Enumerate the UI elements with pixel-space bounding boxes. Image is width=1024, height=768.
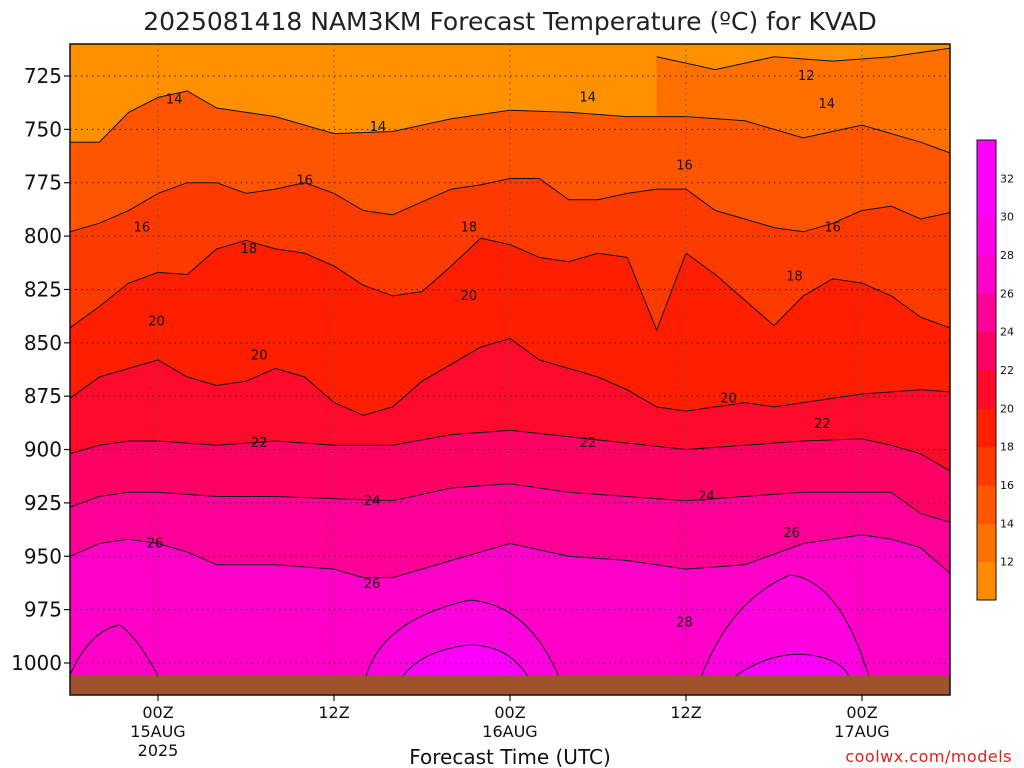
x-tick-label: 00Z — [494, 703, 525, 722]
colorbar-tick-label: 14 — [1000, 517, 1014, 530]
contour-label: 26 — [783, 526, 800, 541]
contour-label: 20 — [461, 289, 478, 304]
x-tick-label: 00Z — [142, 703, 173, 722]
contour-label: 24 — [698, 489, 715, 504]
colorbar-frame — [976, 139, 997, 601]
y-tick-label: 775 — [24, 171, 62, 195]
contour-label: 26 — [147, 536, 164, 551]
contour-label: 20 — [148, 314, 165, 329]
colorbar-segment — [977, 255, 996, 294]
contour-line-26 — [70, 534, 950, 579]
y-tick-label: 975 — [24, 598, 62, 622]
x-tick-label: 12Z — [318, 703, 349, 722]
contour-label: 16 — [296, 174, 313, 189]
colorbar: 12 14 16 18 20 22 24 26 28 30 32 — [976, 139, 1014, 601]
surface-warm-pockets — [70, 574, 871, 681]
colorbar-segment — [977, 523, 996, 563]
warm-pocket-day3 — [699, 574, 871, 681]
y-axis: 725 750 775 800 825 850 875 900 925 950 975 1000 — [11, 64, 70, 675]
colorbar-segment — [977, 216, 996, 256]
contour-label: 12 — [798, 69, 815, 84]
colorbar-tick-label: 26 — [1000, 287, 1014, 300]
chart-title: 2025081418 NAM3KM Forecast Temperature (… — [143, 7, 877, 36]
contour-line-24 — [70, 483, 950, 523]
ground-surface — [70, 676, 950, 695]
contour-line-16 — [70, 178, 950, 233]
contour-label: 18 — [241, 242, 258, 257]
colorbar-tick-label: 22 — [1000, 364, 1014, 377]
x-tick-date: 15AUG — [130, 722, 185, 741]
x-tick-label: 12Z — [670, 703, 701, 722]
contour-label: 20 — [720, 391, 737, 406]
contour-label: 14 — [166, 92, 183, 107]
colorbar-tick-label: 18 — [1000, 441, 1014, 454]
colorbar-segment — [977, 485, 996, 524]
x-tick-date: 16AUG — [482, 722, 537, 741]
contour-line-14 — [70, 90, 950, 154]
colorbar-segment — [977, 408, 996, 448]
y-tick-label: 950 — [24, 544, 62, 568]
contour-labels: 12 14 14 14 14 16 16 16 16 18 18 18 20 20 20 20 22 22 22 24… — [134, 69, 841, 630]
colorbar-tick-label: 32 — [1000, 172, 1014, 185]
y-tick-label: 1000 — [11, 651, 62, 675]
colorbar-tick-label: 30 — [1000, 211, 1014, 224]
x-tick-year: 2025 — [138, 741, 179, 760]
y-tick-label: 900 — [24, 438, 62, 462]
colorbar-segment — [977, 370, 996, 409]
grid-lines — [70, 44, 950, 695]
colorbar-segment — [977, 561, 996, 601]
contour-label: 24 — [364, 494, 381, 509]
credit-link[interactable]: coolwx.com/models — [845, 747, 1012, 766]
y-tick-label: 875 — [24, 384, 62, 408]
warm-pocket-day1 — [70, 624, 161, 681]
y-tick-label: 825 — [24, 277, 62, 301]
contour-label: 14 — [819, 97, 836, 112]
y-tick-label: 725 — [24, 64, 62, 88]
colorbar-segment — [977, 140, 996, 179]
contour-label: 14 — [370, 120, 387, 135]
contour-label: 16 — [824, 221, 841, 236]
contour-label: 28 — [676, 615, 693, 630]
contour-label: 22 — [251, 436, 268, 451]
contour-line-18 — [70, 237, 950, 332]
contour-line-20 — [70, 338, 950, 416]
contour-line-12 — [656, 47, 950, 71]
contour-label: 16 — [134, 221, 151, 236]
y-tick-label: 925 — [24, 491, 62, 515]
colorbar-tick-label: 24 — [1000, 326, 1014, 339]
colorbar-tick-label: 20 — [1000, 402, 1014, 415]
x-tick-label: 00Z — [846, 703, 877, 722]
contour-label: 18 — [461, 221, 478, 236]
colorbar-segment — [977, 293, 996, 333]
contour-label: 14 — [579, 90, 596, 105]
warm-pocket-day2-core — [399, 644, 531, 681]
y-tick-label: 750 — [24, 117, 62, 141]
contour-label: 20 — [251, 349, 268, 364]
colorbar-segment — [977, 178, 996, 218]
contour-label: 26 — [364, 577, 381, 592]
y-tick-label: 800 — [24, 224, 62, 248]
colorbar-tick-label: 12 — [1000, 556, 1014, 569]
x-tick-date: 17AUG — [834, 722, 889, 741]
colorbar-segment — [977, 446, 996, 486]
contour-label: 16 — [676, 159, 693, 174]
contour-label: 22 — [579, 436, 596, 451]
contour-label: 18 — [786, 270, 803, 285]
y-tick-label: 850 — [24, 331, 62, 355]
colorbar-tick-label: 16 — [1000, 479, 1014, 492]
contour-label: 22 — [814, 417, 831, 432]
colorbar-tick-label: 28 — [1000, 249, 1014, 262]
x-axis-label: Forecast Time (UTC) — [409, 745, 611, 768]
warm-pocket-day3-core — [728, 653, 851, 681]
colorbar-segment — [977, 331, 996, 371]
